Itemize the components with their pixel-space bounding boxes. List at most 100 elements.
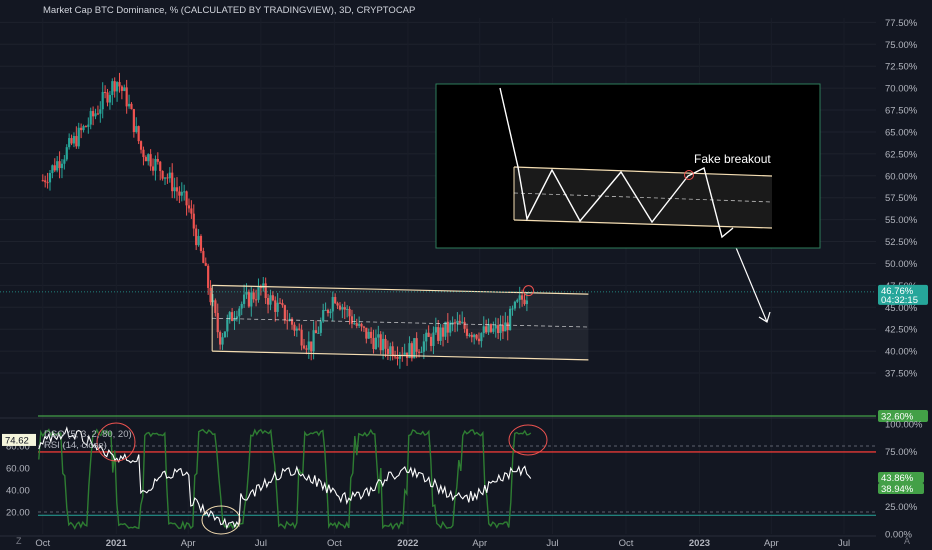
price-badge [878,410,928,422]
inset-breakout-marker [684,170,694,180]
candle-body [463,321,466,329]
dso-legend: DSO (5, 3, 2, 80, 20) [44,429,132,440]
candle-body [185,191,188,206]
price-axis[interactable]: 77.50% 75.00% 72.50% 70.00% 67.50% 65.00% 62.5… [878,18,928,423]
candle-body [317,332,320,334]
y-tick-label: 42.50% [885,325,918,336]
candle-body [60,163,64,169]
candle-body [444,321,447,337]
candle-body [410,343,413,359]
candle-body [302,345,306,349]
candle-body [276,302,279,312]
candle-body [269,295,272,305]
candle-body [295,328,298,331]
osc-circle-bottom [201,505,241,535]
candle-body [199,236,203,252]
candle-body [53,165,56,171]
candle-body [480,333,483,342]
x-tick-label: Jul [546,538,558,549]
candle-body [216,312,219,333]
candle-body [46,182,49,184]
candle-body [420,351,423,353]
candle-body [310,341,313,352]
y-tick-label: 52.50% [885,237,918,248]
candle-body [372,338,375,350]
candle-body [221,337,224,345]
candle-body [293,324,296,331]
osc-right-badge [878,472,924,483]
candle-body [516,299,519,302]
x-tick-label: Jul [838,538,850,549]
candle-body [195,228,198,246]
candle-body [77,127,80,147]
candle-body [247,291,250,307]
projection-arrow-head [758,311,771,323]
candle-body [190,208,193,214]
candle-body [305,348,308,350]
candle-body [127,103,131,107]
candle-body [178,191,181,196]
candle-body [432,332,435,346]
y-tick-label: 50.00% [885,259,918,270]
candle-body [264,283,267,299]
candle-body [262,283,265,289]
log-toggle-button[interactable]: Z [16,536,22,546]
candle-body [314,330,318,334]
candle-body [336,303,339,306]
candle-body [355,323,358,326]
candle-body [132,109,135,133]
candle-body [123,87,126,91]
channel-upper [212,284,589,295]
candle-body [99,109,102,114]
candle-body [393,356,397,358]
candle-body [180,191,183,196]
candle-body [48,172,52,183]
candle-body [137,126,140,142]
candle-body [84,126,88,128]
candle-body [489,324,493,332]
candle-body [521,295,524,300]
candle-body [437,327,440,341]
y-tick-label: 60.00% [885,171,918,182]
candle-body [192,213,195,229]
y-tick-label: 65.00% [885,127,918,138]
chart-title: Market Cap BTC Dominance, % (CALCULATED … [43,5,415,16]
candle-body [142,149,145,158]
osc-right-badge-text: 38.94% [881,484,914,495]
x-tick-label: Apr [764,538,779,549]
channel-lower [212,350,589,361]
candle-body [108,95,111,103]
y-tick-label: 57.50% [885,193,918,204]
candle-body [494,325,497,329]
candle-body [477,338,481,342]
candle-body [144,157,147,162]
candle-body [427,332,430,337]
candle-body [68,138,71,148]
x-tick-label: 2021 [106,538,128,549]
candle-body [453,322,457,324]
candle-body [358,323,361,326]
candle-body [475,334,478,339]
candle-body [465,328,469,336]
candle-body [235,316,239,319]
inset-channel-mid [513,192,773,203]
y-tick-label: 55.00% [885,215,918,226]
candle-body [485,326,488,333]
candle-body [202,251,205,263]
candle-body [168,172,171,179]
candle-body [92,111,95,117]
candle-body [504,322,507,332]
candle-body [487,324,490,333]
candle-body [120,86,123,91]
candle-body [233,318,236,322]
candle-body [72,136,76,144]
osc-circle-top [96,422,136,462]
osc-current-badge [2,433,36,446]
candle-body [492,328,495,332]
breakout-marker [522,285,534,297]
time-axis[interactable]: Oct 2021 Apr Jul Oct 2022 Apr Jul Oct 2023 Apr Jul [35,538,850,549]
candle-body [326,309,330,314]
candle-body [461,321,464,323]
auto-scale-button[interactable]: A [903,536,910,546]
